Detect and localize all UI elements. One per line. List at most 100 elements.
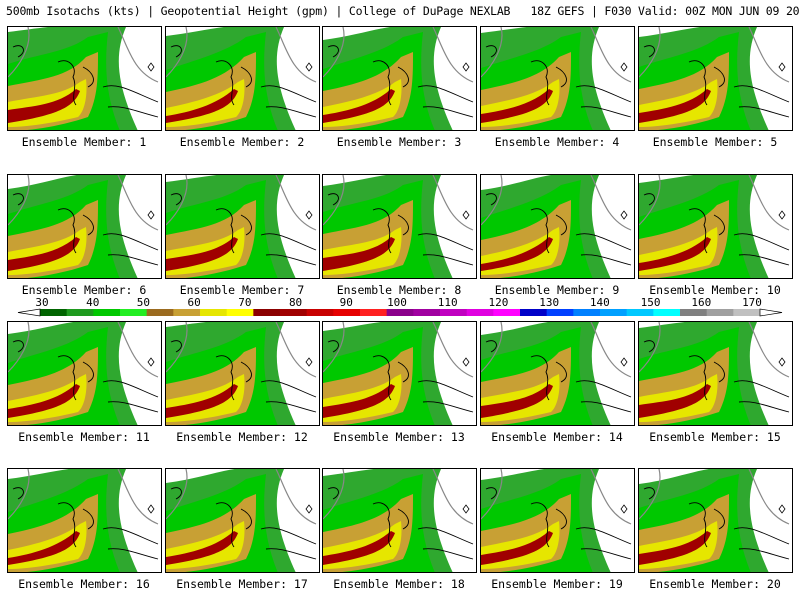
height-contour <box>748 322 790 378</box>
height-contour <box>748 27 790 83</box>
ensemble-member-label: Ensemble Member: 18 <box>333 577 465 591</box>
ensemble-member-label: Ensemble Member: 12 <box>176 430 308 444</box>
height-contour <box>481 322 503 373</box>
coastline <box>12 340 159 413</box>
colorbar-tick-label: 40 <box>86 296 99 309</box>
wind-band-80kt <box>166 384 238 418</box>
colorbar-swatch <box>93 309 121 316</box>
height-contour <box>590 322 632 378</box>
height-contour <box>117 175 159 231</box>
wind-band-80kt <box>8 384 80 418</box>
colorbar-swatch <box>546 309 574 316</box>
height-contour <box>481 27 503 78</box>
colorbar-swatch <box>253 309 281 316</box>
coastline <box>327 340 474 413</box>
island-outline <box>147 210 155 220</box>
ensemble-member-label: Ensemble Member: 17 <box>176 577 308 591</box>
ensemble-member-label: Ensemble Member: 7 <box>179 283 305 297</box>
ensemble-map-panel <box>165 174 320 279</box>
colorbar-swatch <box>360 309 388 316</box>
height-contour <box>275 27 317 83</box>
ensemble-member-label: Ensemble Member: 14 <box>491 430 623 444</box>
wind-band-80kt <box>166 237 238 271</box>
ensemble-member-label: Ensemble Member: 3 <box>336 135 462 149</box>
height-contour <box>166 469 188 520</box>
ensemble-map-panel <box>322 321 477 426</box>
colorbar-swatch <box>413 309 441 316</box>
ensemble-map <box>166 175 317 278</box>
ensemble-map-panel <box>322 26 477 131</box>
colorbar-tick-label: 50 <box>137 296 150 309</box>
ensemble-map-panel <box>480 174 635 279</box>
colorbar-swatch <box>600 309 628 316</box>
colorbar-tick-label: 130 <box>539 296 559 309</box>
product-title: 500mb Isotachs (kts) | Geopotential Heig… <box>6 4 511 18</box>
ensemble-map <box>639 469 790 572</box>
island-outline <box>462 210 470 220</box>
wind-band-80kt <box>639 237 711 271</box>
coastline <box>643 487 790 560</box>
height-contour <box>639 27 661 78</box>
height-contour <box>323 469 345 520</box>
height-contour <box>275 322 317 378</box>
island-outline <box>462 504 470 514</box>
ensemble-map <box>639 27 790 130</box>
colorbar-swatch <box>493 309 521 316</box>
colorbar-low-arrow <box>17 308 41 317</box>
colorbar-swatch <box>200 309 228 316</box>
island-outline <box>620 62 628 72</box>
wind-band-80kt <box>166 89 238 123</box>
coastline <box>327 45 474 118</box>
colorbar-tick-label: 70 <box>238 296 251 309</box>
colorbar-tick-label: 80 <box>289 296 302 309</box>
island-outline <box>462 357 470 367</box>
colorbar: 30 40 50 60 70 80 90 100 110 120 130 140 150 160 170 <box>0 296 800 320</box>
ensemble-member-label: Ensemble Member: 4 <box>494 135 620 149</box>
colorbar-swatch <box>733 309 761 316</box>
ensemble-map-panel <box>322 174 477 279</box>
ensemble-member-label: Ensemble Member: 13 <box>333 430 465 444</box>
height-contour <box>117 469 159 525</box>
island-outline <box>620 504 628 514</box>
ensemble-map-panel <box>322 468 477 573</box>
coastline <box>643 193 790 266</box>
ensemble-member-label: Ensemble Member: 9 <box>494 283 620 297</box>
colorbar-swatch <box>706 309 734 316</box>
coastline <box>485 193 632 266</box>
map-header: 500mb Isotachs (kts) | Geopotential Heig… <box>6 4 800 20</box>
ensemble-map <box>8 175 159 278</box>
height-contour <box>432 322 474 378</box>
colorbar-tick-label: 110 <box>438 296 458 309</box>
wind-band-80kt <box>639 89 711 123</box>
ensemble-map-panel <box>165 26 320 131</box>
ensemble-member-label: Ensemble Member: 6 <box>21 283 147 297</box>
ensemble-map <box>481 27 632 130</box>
height-contour <box>117 27 159 83</box>
colorbar-tick-label: 140 <box>590 296 610 309</box>
ensemble-member-label: Ensemble Member: 19 <box>491 577 623 591</box>
colorbar-tick-label: 120 <box>488 296 508 309</box>
ensemble-map-panel <box>638 174 793 279</box>
ensemble-map <box>166 469 317 572</box>
colorbar-high-arrow <box>759 308 783 317</box>
wind-band-80kt <box>166 531 238 565</box>
island-outline <box>620 357 628 367</box>
ensemble-map <box>166 27 317 130</box>
coastline <box>327 193 474 266</box>
height-contour <box>117 322 159 378</box>
coastline <box>12 45 159 118</box>
wind-band-80kt <box>323 89 395 123</box>
coastline <box>170 487 317 560</box>
ensemble-member-label: Ensemble Member: 10 <box>649 283 781 297</box>
ensemble-member-label: Ensemble Member: 8 <box>336 283 462 297</box>
wind-band-80kt <box>639 384 711 418</box>
wind-band-80kt <box>323 384 395 418</box>
height-contour <box>639 322 661 373</box>
height-contour <box>481 175 503 226</box>
coastline <box>485 487 632 560</box>
island-outline <box>305 504 313 514</box>
wind-band-80kt <box>639 531 711 565</box>
colorbar-tick-label: 170 <box>742 296 762 309</box>
colorbar-tick-label: 90 <box>340 296 353 309</box>
coastline <box>12 193 159 266</box>
